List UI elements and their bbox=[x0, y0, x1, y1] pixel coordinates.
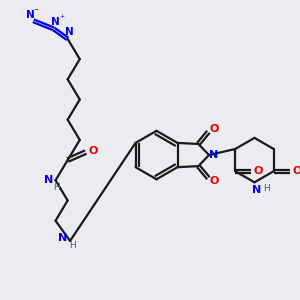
Text: O: O bbox=[210, 124, 219, 134]
Text: $^{-}$: $^{-}$ bbox=[33, 6, 40, 15]
Text: H: H bbox=[53, 183, 60, 192]
Text: N: N bbox=[252, 185, 261, 195]
Text: N: N bbox=[51, 17, 60, 27]
Text: N: N bbox=[209, 150, 219, 160]
Text: N: N bbox=[26, 10, 35, 20]
Text: H: H bbox=[263, 184, 270, 193]
Text: O: O bbox=[292, 166, 300, 176]
Text: N: N bbox=[58, 233, 68, 243]
Text: O: O bbox=[88, 146, 98, 156]
Text: O: O bbox=[254, 166, 263, 176]
Text: N: N bbox=[65, 27, 74, 37]
Text: O: O bbox=[210, 176, 219, 186]
Text: $^{+}$: $^{+}$ bbox=[59, 13, 66, 22]
Text: N: N bbox=[44, 175, 53, 185]
Text: H: H bbox=[69, 242, 76, 250]
